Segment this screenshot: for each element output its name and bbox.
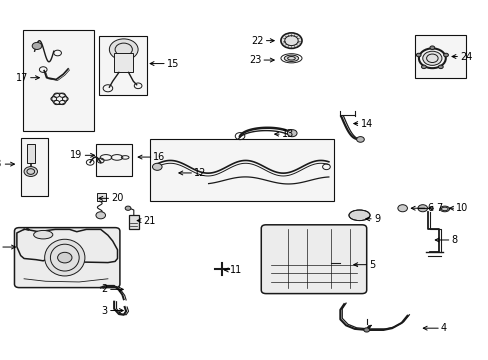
Bar <box>414 35 466 78</box>
Text: 18: 18 <box>0 159 2 169</box>
Circle shape <box>422 51 441 66</box>
Bar <box>114 53 133 72</box>
Text: 17: 17 <box>16 73 28 83</box>
Text: 13: 13 <box>281 129 293 139</box>
Bar <box>27 144 35 163</box>
Bar <box>21 138 47 196</box>
Ellipse shape <box>44 239 85 276</box>
Circle shape <box>24 167 38 176</box>
Ellipse shape <box>34 230 53 239</box>
Circle shape <box>417 205 427 212</box>
Circle shape <box>32 42 41 49</box>
Bar <box>99 36 146 95</box>
Text: 10: 10 <box>455 203 468 213</box>
Text: 16: 16 <box>153 152 165 162</box>
Ellipse shape <box>284 55 298 62</box>
Text: 3: 3 <box>102 306 108 315</box>
Circle shape <box>287 130 296 137</box>
Text: 9: 9 <box>373 214 379 224</box>
Circle shape <box>96 212 105 219</box>
Ellipse shape <box>439 206 448 212</box>
Bar <box>149 139 333 201</box>
Text: 12: 12 <box>194 168 206 178</box>
Bar <box>97 193 105 201</box>
Bar <box>128 215 139 229</box>
Bar <box>23 30 94 131</box>
Text: 20: 20 <box>111 193 123 203</box>
Text: 6: 6 <box>427 203 433 213</box>
Text: 24: 24 <box>459 51 471 62</box>
Text: 19: 19 <box>70 150 82 160</box>
Text: 11: 11 <box>230 265 242 275</box>
Circle shape <box>125 206 131 210</box>
FancyBboxPatch shape <box>261 225 366 294</box>
Bar <box>96 144 132 176</box>
Circle shape <box>280 33 302 48</box>
Circle shape <box>421 65 426 69</box>
Text: 4: 4 <box>440 323 446 333</box>
Text: 15: 15 <box>166 59 179 68</box>
Text: 7: 7 <box>435 203 442 213</box>
Text: 21: 21 <box>142 216 155 226</box>
Circle shape <box>109 39 138 60</box>
Text: 14: 14 <box>360 118 372 129</box>
Circle shape <box>356 136 364 142</box>
Ellipse shape <box>348 210 369 221</box>
Circle shape <box>397 205 407 212</box>
Text: 23: 23 <box>248 55 261 65</box>
Text: 2: 2 <box>102 284 108 294</box>
Circle shape <box>443 53 447 57</box>
Text: 8: 8 <box>450 235 457 245</box>
Circle shape <box>58 252 72 263</box>
Text: 5: 5 <box>368 260 375 270</box>
Circle shape <box>429 46 434 49</box>
Circle shape <box>438 65 442 69</box>
Circle shape <box>363 328 369 332</box>
FancyBboxPatch shape <box>15 228 120 288</box>
Text: 22: 22 <box>251 36 263 46</box>
Circle shape <box>415 53 420 57</box>
Circle shape <box>152 163 162 170</box>
